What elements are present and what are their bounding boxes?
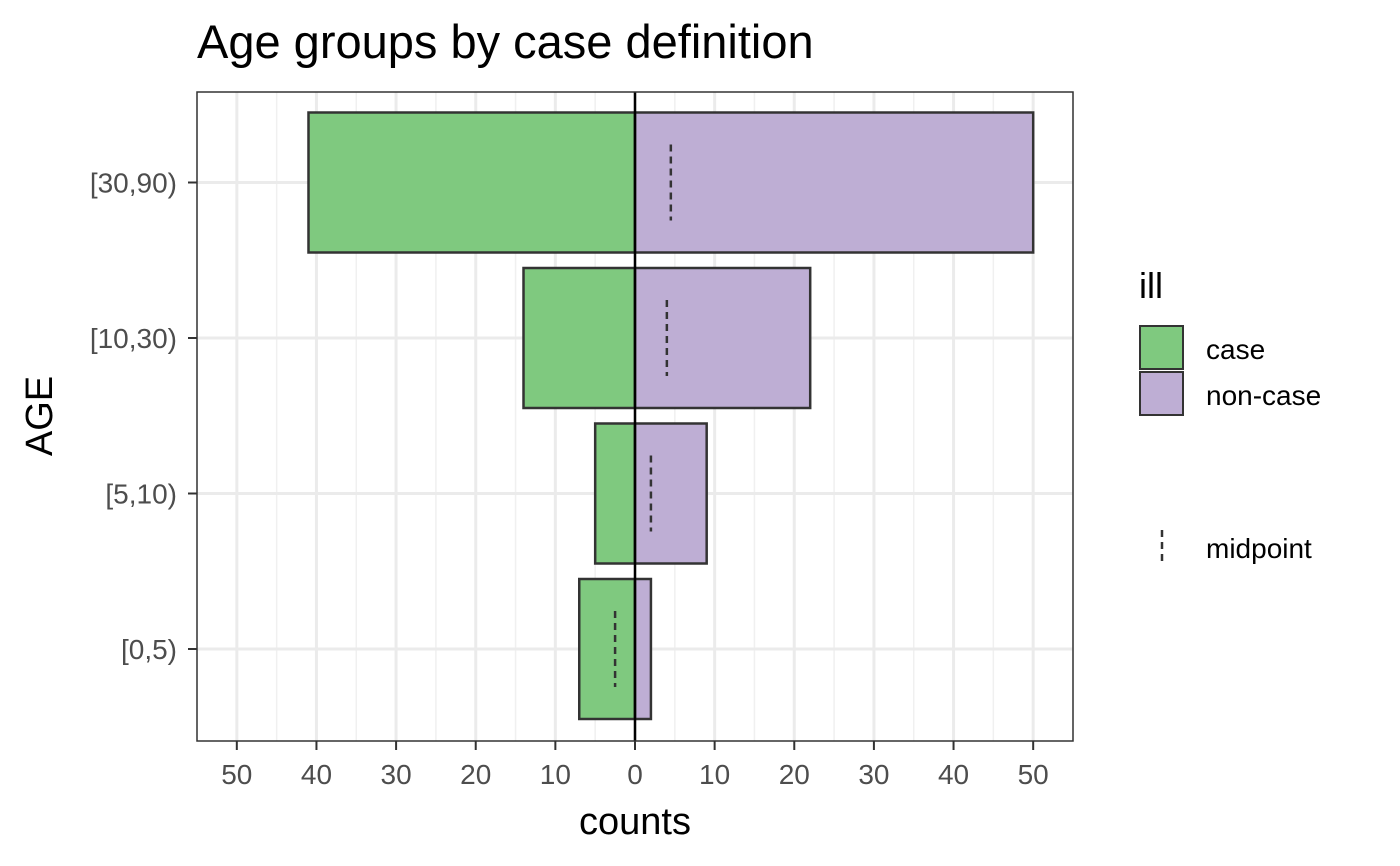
x-tick-label: 0	[627, 759, 643, 790]
legend-label-case: case	[1206, 334, 1265, 365]
bar-case-[5,10)	[593, 422, 637, 565]
x-tick-label: 30	[858, 759, 889, 790]
x-tick-label: 10	[540, 759, 571, 790]
legend-label-midpoint: midpoint	[1206, 533, 1312, 564]
bar-case-[10,30)	[522, 266, 637, 410]
x-tick-label: 30	[381, 759, 412, 790]
y-axis-ticks: [0,5) [5,10) [10,30) [30,90)	[90, 168, 197, 665]
legend-swatch-non-case	[1139, 371, 1184, 416]
x-tick-label: 20	[779, 759, 810, 790]
bars	[307, 111, 1035, 721]
chart-title: Age groups by case definition	[197, 15, 814, 68]
bar-non-case-[0,5)	[633, 577, 653, 721]
x-axis-title: counts	[579, 801, 691, 843]
x-axis-ticks: 50 40 30 20 10 0 10 20 30 40 50	[221, 741, 1049, 790]
bar-case-[30,90)	[307, 111, 637, 254]
y-tick-label: [5,10)	[105, 479, 177, 510]
x-tick-label: 50	[1018, 759, 1049, 790]
x-tick-label: 50	[221, 759, 252, 790]
y-tick-label: [30,90)	[90, 168, 177, 199]
y-tick-label: [10,30)	[90, 323, 177, 354]
x-tick-label: 40	[938, 759, 969, 790]
bar-non-case-[30,90)	[633, 111, 1035, 254]
y-tick-label: [0,5)	[121, 634, 177, 665]
midpoint-markers	[613, 144, 673, 687]
x-tick-label: 40	[301, 759, 332, 790]
x-tick-label: 10	[699, 759, 730, 790]
bar-non-case-[10,30)	[633, 266, 812, 410]
bar-non-case-[5,10)	[633, 422, 708, 565]
legend-swatch-case	[1139, 325, 1184, 370]
legend-label-non-case: non-case	[1206, 380, 1321, 411]
bar-case-[0,5)	[578, 577, 637, 721]
x-tick-label: 20	[460, 759, 491, 790]
legend-title: ill	[1139, 265, 1163, 306]
legend: ill case non-case midpoint	[1139, 265, 1321, 566]
y-axis-title: AGE	[19, 376, 61, 456]
